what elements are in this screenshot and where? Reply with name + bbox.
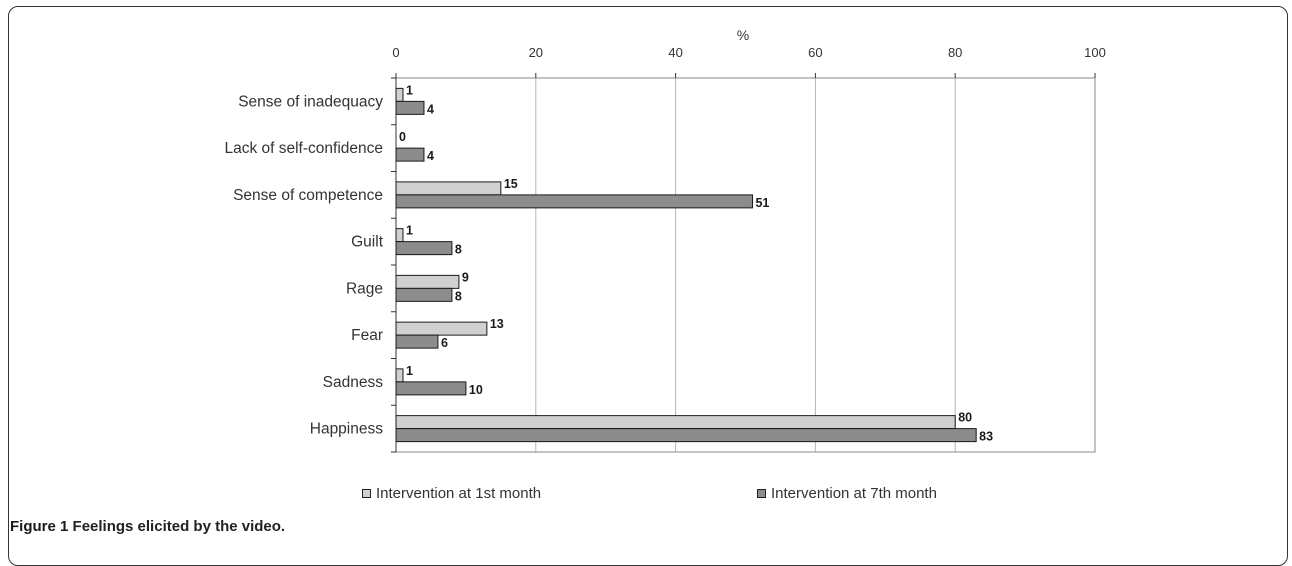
legend-label-series-2: Intervention at 7th month [771, 485, 937, 502]
legend-item-series-1: Intervention at 1st month [362, 485, 541, 502]
data-label-series2-4: 8 [455, 289, 462, 303]
bar-series1-6 [395, 368, 404, 383]
legend-item-series-2: Intervention at 7th month [757, 485, 937, 502]
data-label-series2-0: 4 [427, 102, 434, 116]
data-label-series1-6: 1 [406, 364, 413, 378]
data-label-series2-6: 10 [469, 383, 483, 397]
category-label-4: Rage [346, 280, 383, 297]
data-label-series1-4: 9 [462, 270, 469, 284]
data-label-series2-1: 4 [427, 149, 434, 163]
x-tick-label-80: 80 [948, 45, 962, 60]
bar-series2-0 [395, 100, 425, 115]
figure-label: Figure 1 [10, 518, 69, 535]
x-tick-label-100: 100 [1084, 45, 1106, 60]
bar-series2-6 [395, 381, 467, 396]
category-label-7: Happiness [310, 421, 383, 438]
x-tick-label-60: 60 [808, 45, 822, 60]
data-label-series1-7: 80 [958, 411, 972, 425]
data-label-series1-0: 1 [406, 83, 413, 97]
bar-series1-3 [395, 228, 404, 243]
bar-series2-5 [395, 334, 439, 349]
data-label-series1-5: 13 [490, 317, 504, 331]
legend-swatch-series-1 [362, 489, 371, 498]
legend-swatch-series-2 [757, 489, 766, 498]
category-label-5: Fear [351, 327, 383, 344]
legend-label-series-1: Intervention at 1st month [376, 485, 542, 502]
data-label-series1-1: 0 [399, 130, 406, 144]
x-tick-label-20: 20 [529, 45, 543, 60]
data-label-series1-3: 1 [406, 224, 413, 238]
category-label-2: Sense of competence [233, 187, 383, 204]
data-label-series2-7: 83 [979, 430, 993, 444]
bar-series1-0 [395, 87, 404, 102]
x-tick-label-40: 40 [668, 45, 682, 60]
category-label-0: Sense of inadequacy [238, 93, 383, 110]
bar-series2-1 [395, 147, 425, 162]
bar-series2-7 [395, 428, 977, 443]
figure-caption-text: Feelings elicited by the video. [72, 518, 286, 535]
bar-series1-4 [395, 274, 460, 289]
data-label-series1-2: 15 [504, 177, 518, 191]
x-axis-label: % [737, 27, 749, 43]
figure-caption: Figure 1 Feelings elicited by the video. [10, 518, 285, 535]
bar-series2-4 [395, 287, 453, 302]
bar-series2-2 [395, 194, 753, 209]
data-label-series2-3: 8 [455, 243, 462, 257]
category-label-3: Guilt [351, 234, 384, 251]
bar-series1-7 [395, 415, 956, 430]
x-tick-label-0: 0 [392, 45, 399, 60]
category-label-1: Lack of self-confidence [224, 140, 383, 157]
plot-area [395, 77, 1096, 453]
chart-legend: Intervention at 1st month Intervention a… [0, 485, 1292, 505]
data-label-series2-2: 51 [755, 196, 769, 210]
data-label-series2-5: 6 [441, 336, 448, 350]
bar-series1-5 [395, 321, 488, 336]
category-label-6: Sadness [323, 374, 384, 391]
bar-series1-2 [395, 181, 502, 196]
bar-series2-3 [395, 241, 453, 256]
